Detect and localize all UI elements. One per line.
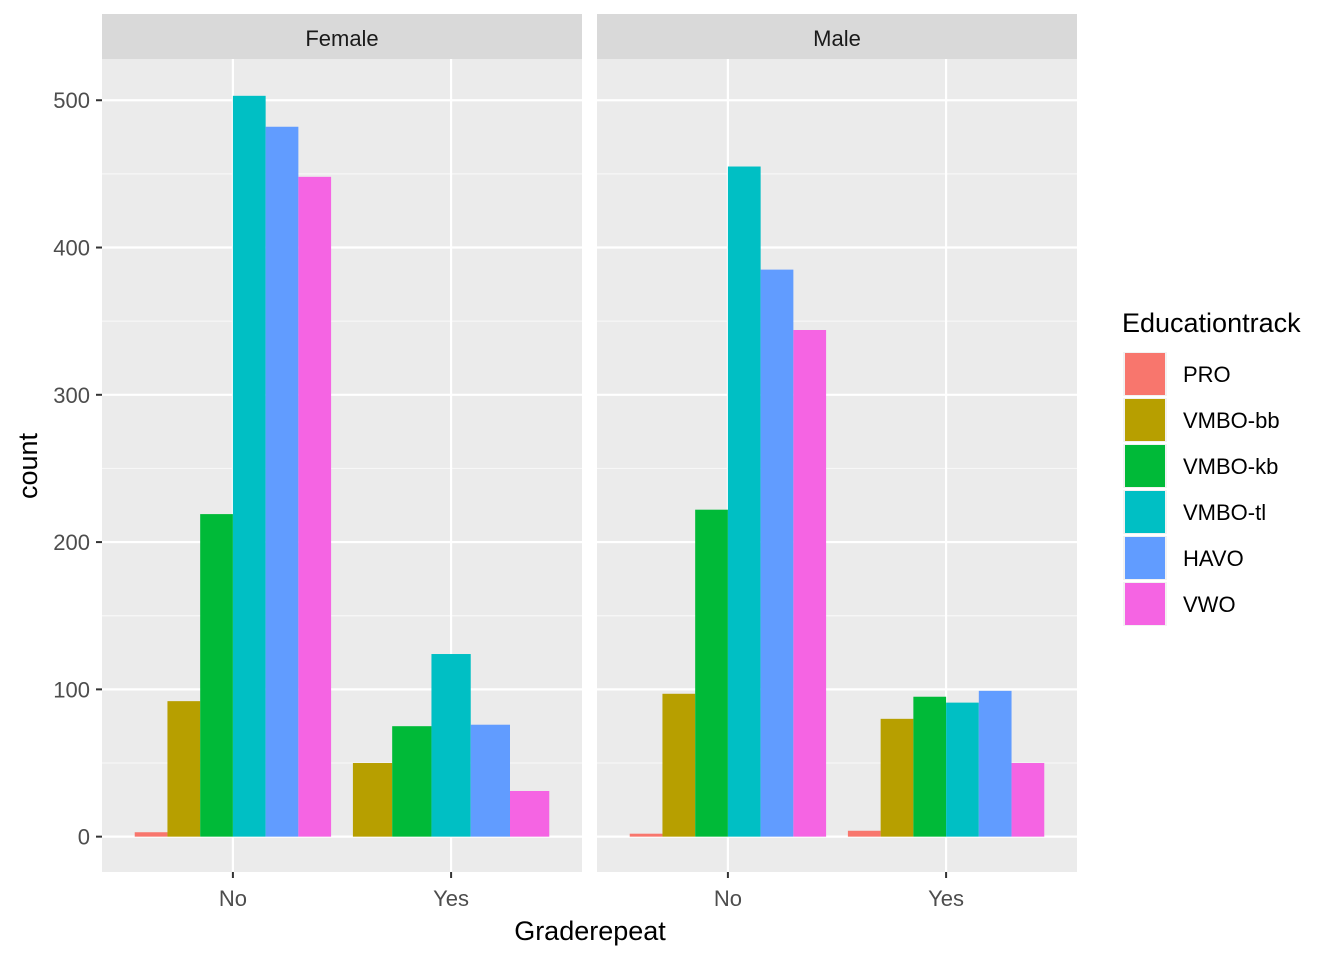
bar-vmbo-bb-male-no [662, 693, 696, 837]
legend-label: VMBO-bb [1183, 408, 1280, 433]
x-tick-label: Yes [433, 886, 469, 911]
legend-key-pro [1125, 353, 1165, 395]
bar-havo-female-no [265, 126, 299, 837]
facet-label: Male [813, 26, 861, 51]
legend-key-vwo [1125, 583, 1165, 625]
bar-vmbo-kb-female-no [200, 514, 233, 837]
bar-vmbo-bb-female-no [167, 701, 201, 837]
y-tick-label: 100 [53, 677, 90, 702]
y-tick-label: 400 [53, 236, 90, 261]
bar-vwo-female-no [298, 176, 332, 837]
bar-vwo-female-yes [510, 790, 550, 837]
bar-vmbo-kb-male-no [695, 509, 728, 837]
x-tick-label: No [219, 886, 247, 911]
bar-havo-male-no [760, 269, 794, 837]
bar-vmbo-kb-male-yes [913, 696, 947, 837]
bar-vwo-male-no [793, 330, 827, 837]
facet-strip [597, 14, 1077, 59]
y-tick-label: 0 [78, 825, 90, 850]
facet-label: Female [305, 26, 378, 51]
x-tick-label: No [714, 886, 742, 911]
bar-pro-male-no [629, 833, 663, 837]
legend-label: VWO [1183, 592, 1236, 617]
bar-vmbo-bb-female-yes [352, 763, 393, 837]
legend-label: VMBO-kb [1183, 454, 1278, 479]
legend-key-vmbo-kb [1125, 445, 1165, 487]
bar-havo-female-yes [470, 724, 510, 837]
bar-pro-female-no [134, 832, 168, 837]
bar-vmbo-tl-male-no [727, 166, 761, 837]
y-tick-label: 500 [53, 88, 90, 113]
legend-title: Educationtrack [1122, 308, 1301, 338]
bar-vmbo-bb-male-yes [880, 718, 914, 837]
facet-strip [102, 14, 582, 59]
y-tick-label: 200 [53, 530, 90, 555]
y-tick-label: 300 [53, 383, 90, 408]
legend-key-vmbo-tl [1125, 491, 1165, 533]
bar-vmbo-tl-female-no [232, 95, 266, 837]
x-tick-label: Yes [928, 886, 964, 911]
bar-pro-male-yes [847, 830, 881, 837]
legend-key-vmbo-bb [1125, 399, 1165, 441]
bar-havo-male-yes [978, 690, 1012, 837]
y-axis-title: count [13, 432, 43, 499]
bar-vwo-male-yes [1011, 763, 1045, 837]
bar-vmbo-tl-female-yes [431, 654, 471, 837]
legend-label: VMBO-tl [1183, 500, 1266, 525]
legend-label: PRO [1183, 362, 1231, 387]
bar-vmbo-tl-male-yes [946, 702, 979, 837]
legend-key-havo [1125, 537, 1165, 579]
legend-label: HAVO [1183, 546, 1244, 571]
bar-vmbo-kb-female-yes [392, 726, 432, 837]
x-axis-title: Graderepeat [514, 916, 666, 946]
